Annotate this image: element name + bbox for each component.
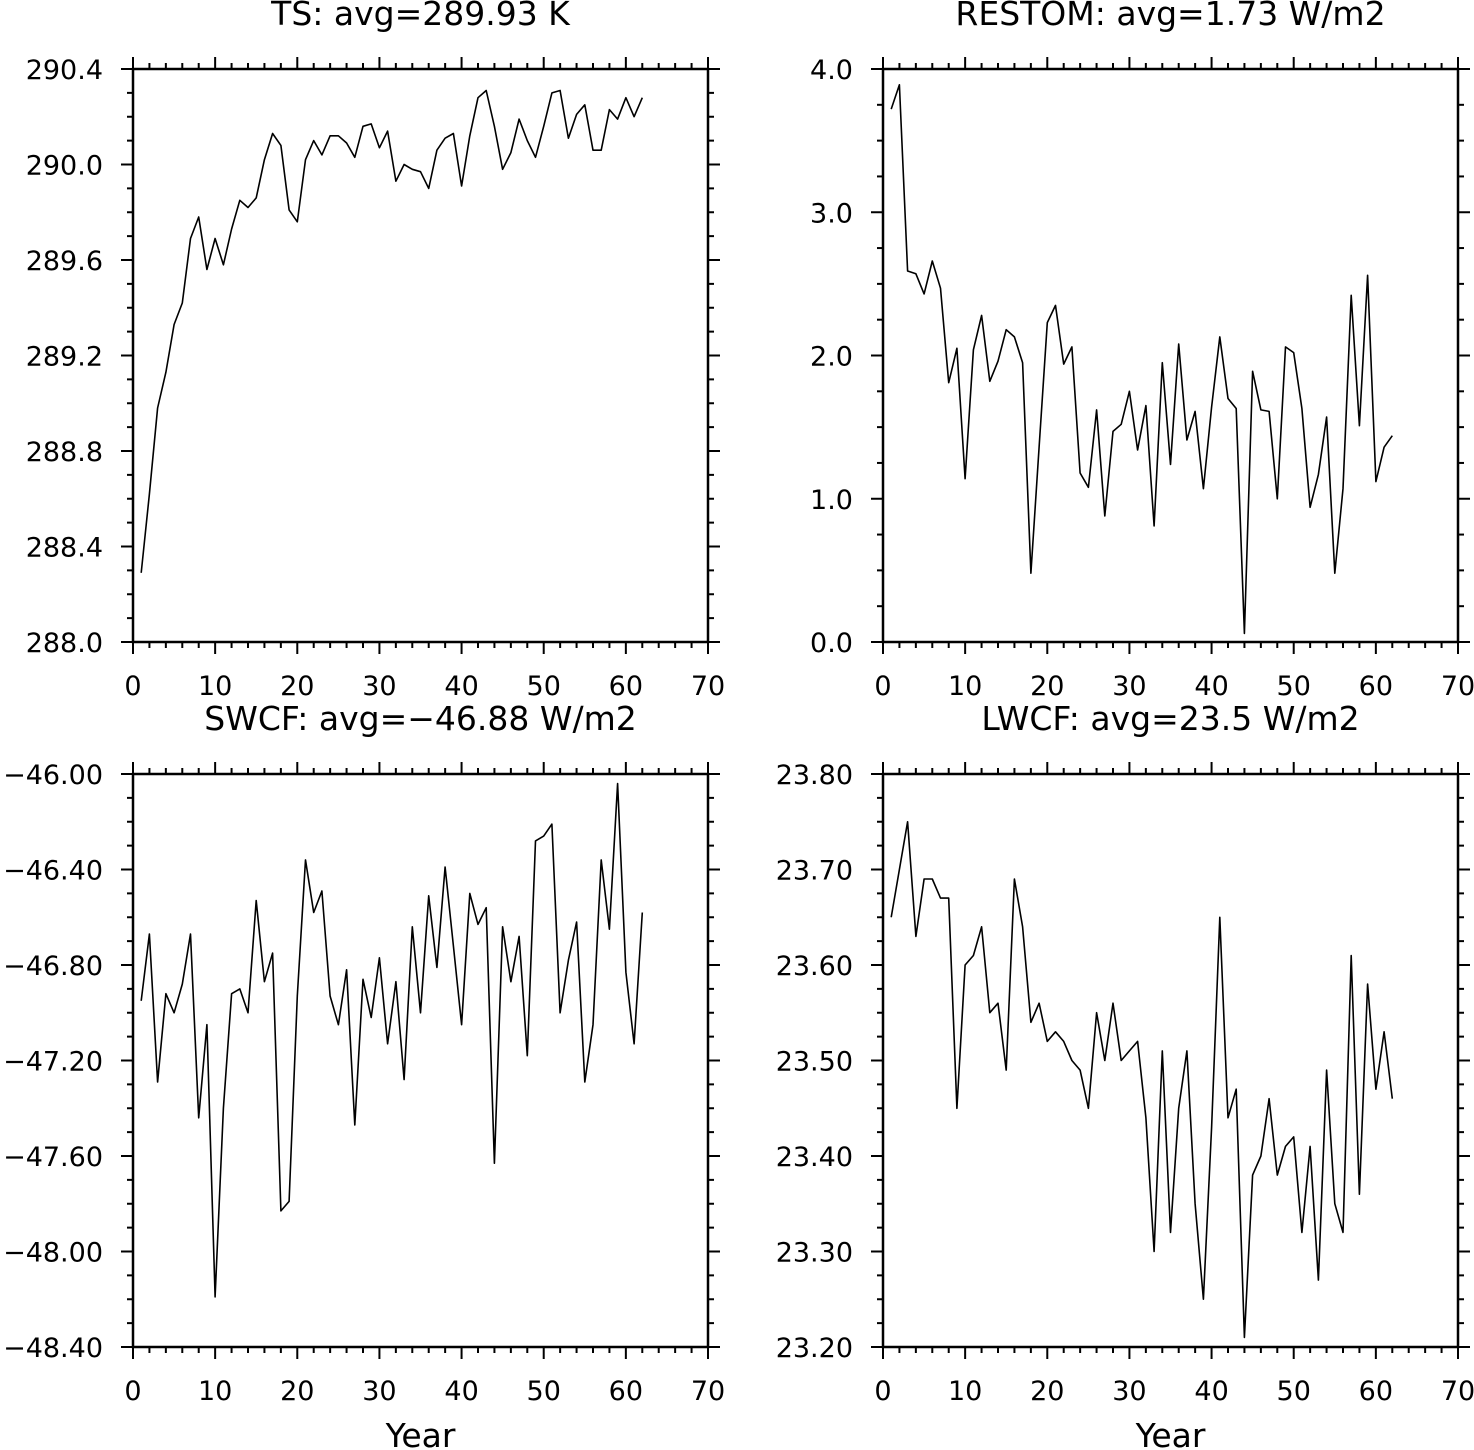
y-tick-label: 290.4 [26, 55, 103, 86]
y-tick-label: 23.30 [776, 1238, 853, 1269]
x-tick-label: 60 [609, 1376, 643, 1407]
x-tick-label: 0 [124, 1376, 141, 1407]
panel-title: SWCF: avg=−46.88 W/m2 [204, 699, 637, 738]
y-tick-label: 23.60 [776, 951, 853, 982]
y-tick-label: 23.50 [776, 1047, 853, 1078]
panel-4: LWCF: avg=23.5 W/m2 0 10 20 30 40 50 60 70 23.20 2… [776, 699, 1474, 1450]
x-tick-label: 50 [527, 1376, 561, 1407]
x-tick-label: 60 [609, 671, 643, 702]
y-tick-label: 1.0 [810, 485, 853, 516]
x-tick-label: 40 [1194, 671, 1228, 702]
series-line [140, 782, 644, 1298]
x-tick-label: 40 [444, 671, 478, 702]
y-tick-label: 290.0 [26, 151, 103, 182]
x-tick-label: 40 [444, 1376, 478, 1407]
series-line [890, 84, 1393, 635]
y-tick-label: 0.0 [810, 628, 853, 659]
x-tick-label: 10 [948, 1376, 982, 1407]
x-tick-label: 50 [1277, 671, 1311, 702]
panel-2: RESTOM: avg=1.73 W/m2 0 10 20 30 40 50 60 70 0.0 1… [810, 0, 1474, 702]
y-tick-label: −46.00 [3, 760, 103, 791]
x-tick-label: 50 [1277, 1376, 1311, 1407]
panel-1: TS: avg=289.93 K 0 10 20 30 40 50 60 70 288.0 288.… [26, 0, 725, 702]
x-tick-label: 20 [1030, 1376, 1064, 1407]
y-tick-label: 23.80 [776, 760, 853, 791]
series-line [140, 89, 644, 573]
x-tick-label: 50 [527, 671, 561, 702]
y-tick-label: −48.40 [3, 1333, 103, 1364]
y-tick-label: −48.00 [3, 1238, 103, 1269]
panel-title: LWCF: avg=23.5 W/m2 [981, 699, 1359, 738]
x-tick-label: 60 [1359, 671, 1393, 702]
x-tick-label: 20 [280, 671, 314, 702]
y-tick-label: 288.8 [26, 437, 103, 468]
plot-frame [881, 772, 1460, 1349]
y-tick-label: −47.20 [3, 1047, 103, 1078]
x-axis-label: Year [385, 1416, 456, 1450]
x-tick-label: 40 [1194, 1376, 1228, 1407]
y-tick-label: 288.4 [26, 533, 103, 564]
plot-frame [131, 67, 710, 644]
x-tick-label: 10 [198, 671, 232, 702]
x-tick-label: 0 [124, 671, 141, 702]
x-tick-label: 70 [691, 671, 725, 702]
y-tick-label: 23.70 [776, 856, 853, 887]
y-tick-label: 4.0 [810, 55, 853, 86]
x-tick-label: 0 [874, 1376, 891, 1407]
x-tick-label: 20 [280, 1376, 314, 1407]
panel-title: TS: avg=289.93 K [270, 0, 571, 33]
x-tick-label: 70 [1441, 671, 1474, 702]
plot-frame [881, 67, 1460, 644]
y-tick-label: 2.0 [810, 342, 853, 373]
x-tick-label: 70 [691, 1376, 725, 1407]
panel-title: RESTOM: avg=1.73 W/m2 [955, 0, 1385, 33]
series-line [890, 820, 1394, 1339]
x-tick-label: 30 [1112, 1376, 1146, 1407]
x-tick-label: 30 [1112, 671, 1146, 702]
y-tick-label: 289.6 [26, 246, 103, 277]
panel-3: SWCF: avg=−46.88 W/m2 0 10 20 30 40 50 60 70 −48.… [3, 699, 725, 1450]
y-tick-label: −46.40 [3, 856, 103, 887]
y-tick-label: 3.0 [810, 198, 853, 229]
y-tick-label: 23.40 [776, 1142, 853, 1173]
x-axis-label: Year [1135, 1416, 1206, 1450]
y-tick-label: 288.0 [26, 628, 103, 659]
x-tick-label: 0 [874, 671, 891, 702]
x-tick-label: 10 [948, 671, 982, 702]
y-tick-label: −47.60 [3, 1142, 103, 1173]
y-tick-label: 23.20 [776, 1333, 853, 1364]
y-tick-label: −46.80 [3, 951, 103, 982]
y-tick-label: 289.2 [26, 342, 103, 373]
x-tick-label: 60 [1359, 1376, 1393, 1407]
x-tick-label: 20 [1030, 671, 1064, 702]
x-tick-label: 70 [1441, 1376, 1474, 1407]
x-tick-label: 30 [362, 671, 396, 702]
x-tick-label: 10 [198, 1376, 232, 1407]
x-tick-label: 30 [362, 1376, 396, 1407]
